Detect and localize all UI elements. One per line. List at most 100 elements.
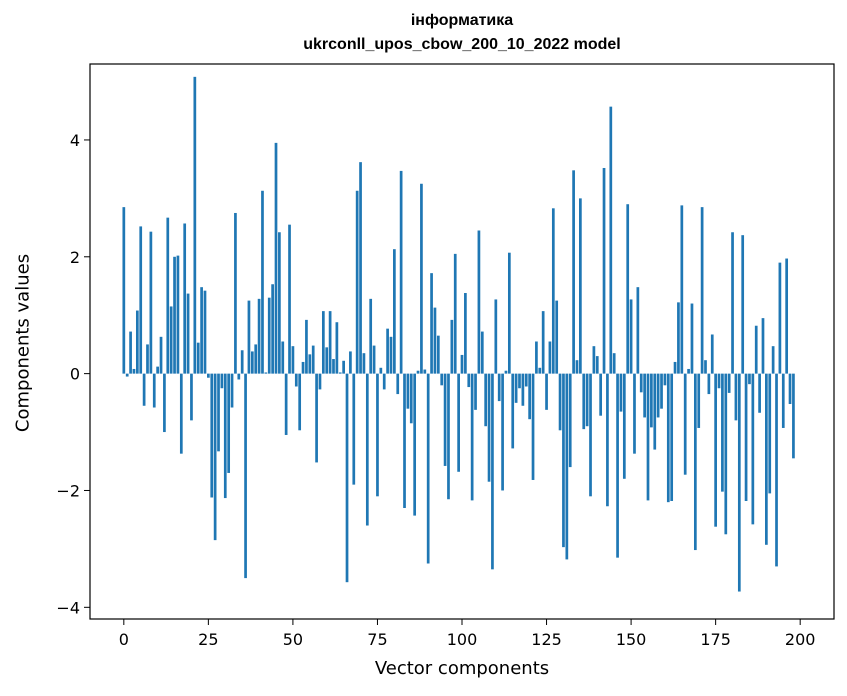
bar: [775, 373, 778, 567]
bar: [507, 252, 511, 374]
bar: [267, 297, 271, 374]
bar: [771, 346, 775, 374]
bar: [186, 293, 190, 374]
bar: [352, 373, 356, 485]
bar: [501, 373, 504, 491]
bar: [572, 170, 575, 374]
bar: [254, 344, 258, 374]
bar: [379, 367, 383, 374]
bar: [207, 373, 210, 378]
bar: [538, 367, 542, 374]
bar: [494, 299, 498, 374]
bar: [200, 287, 203, 374]
bar: [288, 224, 291, 374]
bar: [261, 190, 264, 374]
bar: [129, 331, 132, 374]
bar: [616, 373, 619, 558]
bar: [203, 290, 207, 374]
x-tick-label: 0: [119, 630, 129, 649]
bar: [639, 373, 643, 393]
bar: [609, 106, 613, 374]
bar: [132, 368, 136, 374]
bar: [765, 373, 768, 545]
bar: [264, 372, 268, 374]
bar: [342, 360, 345, 374]
x-tick-label: 75: [367, 630, 387, 649]
bar: [443, 373, 447, 466]
bar: [423, 369, 427, 374]
bar: [281, 341, 285, 374]
bar: [125, 373, 129, 377]
bar: [700, 207, 704, 374]
bar: [650, 373, 653, 428]
bar: [328, 311, 332, 374]
bar: [633, 373, 636, 454]
y-tick-label: −2: [56, 481, 80, 500]
bar: [362, 353, 366, 374]
bar: [589, 373, 592, 497]
bar: [139, 226, 143, 374]
bar: [690, 303, 694, 374]
x-axis-label: Vector components: [374, 658, 550, 679]
bar: [562, 373, 565, 548]
bar: [294, 373, 298, 387]
bar: [514, 373, 518, 403]
bar: [575, 360, 579, 374]
bar: [748, 373, 751, 385]
bar: [646, 373, 650, 501]
bar: [541, 311, 545, 374]
bar: [217, 373, 220, 452]
bar: [551, 208, 555, 374]
x-tick-label: 175: [700, 630, 731, 649]
bar: [693, 373, 697, 551]
bar: [737, 373, 741, 592]
bar: [196, 342, 200, 374]
bar: [318, 373, 322, 390]
bar: [426, 373, 430, 564]
bar: [758, 373, 761, 413]
bar: [403, 373, 406, 508]
bar: [159, 336, 163, 374]
x-tick-label: 25: [198, 630, 218, 649]
bar: [321, 311, 325, 374]
bar: [727, 373, 731, 393]
y-tick-label: 4: [70, 131, 80, 150]
bar: [416, 370, 420, 374]
bar: [149, 231, 153, 374]
y-tick-label: 0: [70, 365, 80, 384]
bar: [464, 293, 467, 374]
bar: [470, 373, 474, 501]
bar: [704, 360, 707, 374]
bar: [223, 373, 227, 499]
bar: [677, 302, 680, 374]
bar: [751, 373, 755, 525]
bar: [440, 373, 444, 386]
bar: [555, 300, 559, 374]
bar: [396, 373, 400, 395]
bar: [447, 373, 450, 500]
bar: [179, 373, 183, 454]
bar: [278, 232, 281, 374]
bar: [781, 373, 785, 428]
plot-frame: [89, 63, 835, 620]
bar: [146, 344, 149, 374]
bar: [585, 373, 589, 427]
bar: [230, 373, 234, 408]
bar: [636, 287, 640, 374]
bar: [592, 346, 596, 374]
bar: [670, 373, 674, 501]
bar: [731, 232, 734, 374]
bar: [365, 373, 369, 526]
bar: [626, 204, 630, 374]
bar: [568, 373, 572, 468]
bar: [528, 373, 531, 420]
bar: [622, 373, 626, 479]
chart-subtitle: ukrconll_upos_cbow_200_10_2022 model: [303, 36, 621, 53]
bar: [173, 256, 176, 374]
bar: [433, 307, 437, 374]
bar: [271, 284, 274, 374]
bar: [386, 328, 389, 374]
bar: [315, 373, 318, 463]
bar: [376, 373, 379, 497]
